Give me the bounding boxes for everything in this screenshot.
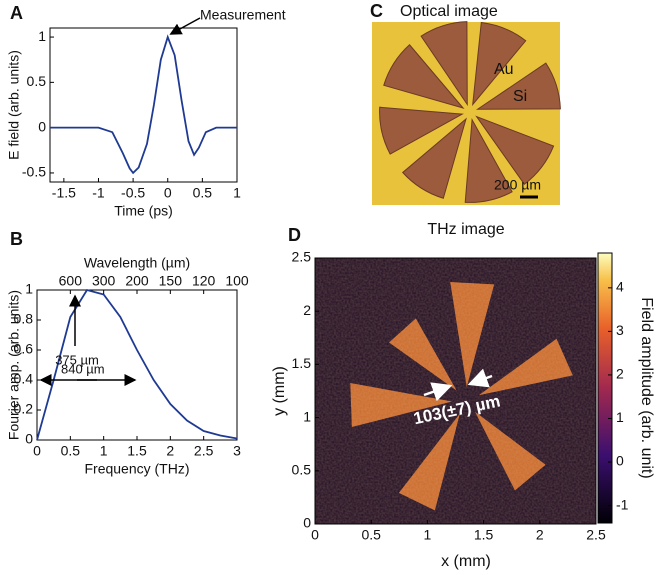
x-tick-label: 2: [166, 443, 174, 459]
y-axis-label: E field (arb. units): [6, 50, 22, 160]
y-tick-label: 0: [303, 515, 311, 531]
y-tick-label: 0: [25, 431, 33, 447]
x-tick-label: 0: [311, 527, 319, 543]
y-tick-label: 2: [303, 302, 311, 318]
annotation: Si: [513, 88, 527, 105]
panel-label: C: [370, 1, 383, 21]
x-tick-label: 0.5: [193, 185, 213, 201]
annotation: Au: [494, 61, 514, 78]
x-tick-label: 1: [424, 527, 432, 543]
y-tick-label: 1: [25, 281, 33, 297]
colorbar-label: Field amplitude (arb. unit): [638, 297, 655, 478]
colorbar-tick-label: 2: [616, 366, 624, 382]
title: Optical image: [400, 3, 498, 20]
x-tick-label: 1.5: [474, 527, 494, 543]
annotation: 375 µm: [55, 352, 99, 367]
x-tick-label: 1: [100, 443, 108, 459]
optical-photo: [372, 21, 561, 205]
x-tick-label: -1.5: [52, 185, 76, 201]
colorbar-tick-label: 0: [616, 453, 624, 469]
panel-label: B: [10, 229, 23, 249]
title: THz image: [427, 221, 504, 238]
colorbar-tick-label: 3: [616, 322, 624, 338]
x-tick-label: 2.5: [194, 443, 214, 459]
y-tick-label: 0.4: [14, 371, 34, 387]
y-tick-label: 0.6: [14, 341, 34, 357]
colorbar-tick-label: 4: [616, 279, 624, 295]
annotation: 840 µm: [61, 361, 105, 376]
y-tick-label: 1: [303, 408, 311, 424]
x2-tick-label: 120: [192, 273, 216, 289]
x-axis-label: Time (ps): [114, 203, 173, 219]
y-tick-label: 0.5: [27, 73, 47, 89]
x-tick-label: 0: [164, 185, 172, 201]
colorbar-tick-label: 1: [616, 409, 624, 425]
y-tick-label: 2.5: [292, 249, 312, 265]
x-axis-label: x (mm): [441, 553, 491, 570]
y-tick-label: 1: [38, 28, 46, 44]
x2-tick-label: 300: [92, 273, 116, 289]
line: [36, 288, 238, 441]
x-tick-label: 0.5: [61, 443, 81, 459]
thz-image: [315, 258, 596, 524]
axes-frame: [49, 27, 238, 183]
x-axis-label: Frequency (THz): [84, 461, 189, 477]
x2-axis-label: Wavelength (µm): [84, 255, 190, 271]
y-axis-label: Fourier amp. (arb. units): [6, 290, 22, 440]
colorbar-tick-label: -1: [616, 496, 629, 512]
x2-tick-label: 150: [159, 273, 183, 289]
x2-tick-label: 200: [125, 273, 149, 289]
x-tick-label: -0.5: [121, 185, 145, 201]
panel-label: D: [288, 225, 301, 245]
x-tick-label: 2.5: [586, 527, 606, 543]
x-tick-label: 1: [233, 185, 241, 201]
y-tick-label: 0: [38, 118, 46, 134]
x-tick-label: 2: [536, 527, 544, 543]
axes-frame: [314, 257, 597, 525]
y-axis-label: y (mm): [271, 366, 288, 416]
line: [50, 34, 237, 175]
annotation: 200 µm: [494, 177, 541, 193]
arrow: [169, 17, 201, 35]
y-tick-label: 0.2: [14, 401, 34, 417]
x2-tick-label: 100: [225, 273, 249, 289]
y-tick-label: -0.5: [22, 164, 46, 180]
colorbar: [597, 252, 613, 524]
x2-tick-label: 600: [59, 273, 83, 289]
panel-label: A: [10, 3, 23, 23]
y-tick-label: 0.8: [14, 311, 34, 327]
x-tick-label: 0: [33, 443, 41, 459]
x-tick-label: 0.5: [361, 527, 381, 543]
y-tick-label: 1.5: [292, 355, 312, 371]
y-tick-label: 0.5: [292, 462, 312, 478]
x-tick-label: 3: [233, 443, 241, 459]
x-tick-label: -1: [92, 185, 105, 201]
annotation: Measurement: [200, 7, 286, 23]
x-tick-label: 1.5: [127, 443, 147, 459]
